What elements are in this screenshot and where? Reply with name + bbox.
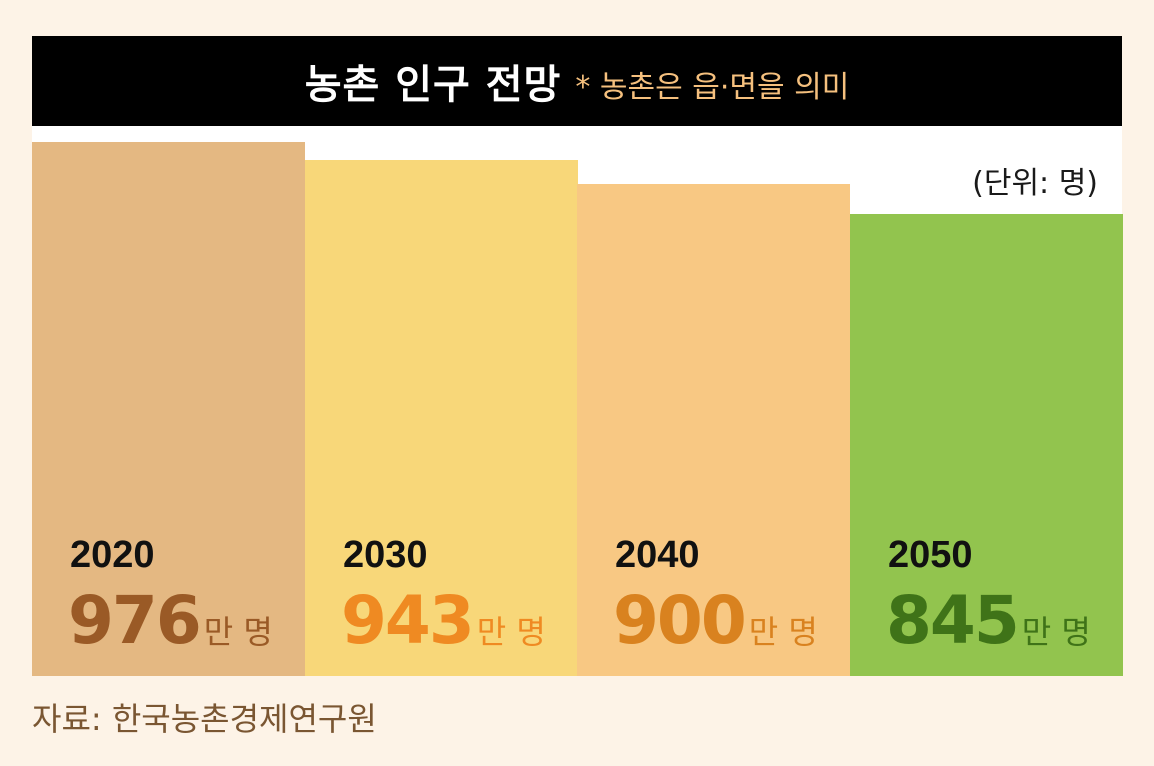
chart-title: 농촌 인구 전망 xyxy=(304,62,562,108)
bar-2020: 2020 976 만 명 xyxy=(32,142,305,676)
chart-panel: 농촌 인구 전망 * 농촌은 읍·면을 의미 (단위: 명) 2020 976 만 … xyxy=(32,36,1123,676)
value-suffix-2030: 만 명 xyxy=(476,613,546,651)
value-label-2030: 943 만 명 xyxy=(341,582,546,659)
value-label-2020: 976 만 명 xyxy=(68,582,273,659)
value-number-2020: 976 xyxy=(68,582,202,659)
value-suffix-2020: 만 명 xyxy=(203,613,273,651)
year-label-2040: 2040 xyxy=(615,534,700,576)
value-number-2040: 900 xyxy=(613,582,747,659)
chart-subtitle: * 농촌은 읍·면을 의미 xyxy=(575,70,850,105)
bar-2050: 2050 845 만 명 xyxy=(850,214,1123,676)
value-suffix-2050: 만 명 xyxy=(1021,613,1091,651)
year-label-2050: 2050 xyxy=(888,534,973,576)
bar-2030: 2030 943 만 명 xyxy=(305,160,578,676)
year-label-2020: 2020 xyxy=(70,534,155,576)
value-label-2040: 900 만 명 xyxy=(613,582,818,659)
chart-header: 농촌 인구 전망 * 농촌은 읍·면을 의미 xyxy=(32,36,1122,126)
value-number-2030: 943 xyxy=(341,582,475,659)
value-suffix-2040: 만 명 xyxy=(748,613,818,651)
value-label-2050: 845 만 명 xyxy=(886,582,1091,659)
value-number-2050: 845 xyxy=(886,582,1020,659)
unit-note: (단위: 명) xyxy=(972,166,1098,201)
source-note: 자료: 한국농촌경제연구원 xyxy=(32,700,377,738)
year-label-2030: 2030 xyxy=(343,534,428,576)
bar-2040: 2040 900 만 명 xyxy=(577,184,850,676)
